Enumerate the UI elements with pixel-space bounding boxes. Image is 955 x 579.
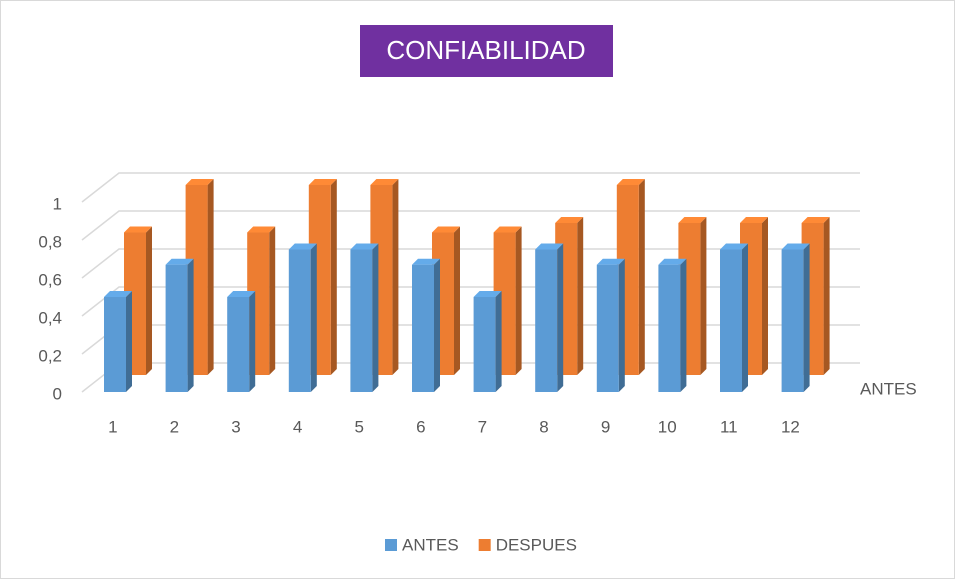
bar-top [720, 243, 748, 250]
y-tick-label: 1 [53, 194, 62, 213]
legend-swatch [385, 539, 397, 551]
bar [350, 249, 373, 392]
bar [535, 249, 558, 392]
bar-top [493, 226, 522, 233]
bar-side [454, 226, 460, 375]
bar-side [392, 179, 399, 375]
bar-top [104, 291, 132, 297]
bar-side [330, 179, 337, 375]
x-tick-label: 5 [354, 417, 363, 436]
bar-side [269, 226, 276, 375]
bar-top [596, 258, 625, 265]
bar-top [555, 217, 584, 223]
bar-side [249, 291, 256, 392]
x-tick-label: 8 [539, 417, 548, 436]
y-tick-label: 0,2 [38, 346, 62, 365]
bar-side [742, 243, 748, 392]
bar [596, 264, 619, 392]
legend-label: ANTES [402, 535, 459, 554]
bar-top [801, 217, 830, 223]
y-tick-label: 0,8 [38, 232, 62, 251]
bar-top [308, 179, 337, 185]
y-tick-label: 0 [53, 384, 62, 403]
bar [720, 249, 742, 392]
bar-side [187, 258, 194, 392]
bar-side [700, 217, 707, 375]
bar-side [638, 179, 645, 375]
bar [104, 297, 126, 392]
bar-side [146, 226, 152, 375]
bar [165, 264, 188, 392]
bar [412, 264, 434, 392]
chart-title: CONFIABILIDAD [386, 35, 585, 65]
x-tick-label: 7 [478, 417, 487, 436]
bar-top [350, 243, 379, 250]
bar-side [803, 243, 810, 392]
x-tick-label: 12 [781, 417, 800, 436]
bar-top [781, 243, 810, 250]
grid-line [81, 248, 860, 279]
x-tick-label: 9 [601, 417, 610, 436]
bar-top [288, 243, 317, 250]
bar-top [247, 226, 276, 233]
bar [781, 249, 804, 392]
bar-top [124, 226, 152, 233]
bar-top [412, 258, 440, 265]
bar-side [577, 217, 584, 375]
x-tick-label: 4 [293, 417, 302, 436]
grid-line [81, 172, 860, 203]
bar-side [680, 258, 687, 392]
bar [288, 249, 311, 392]
bar [227, 297, 250, 392]
bar-top [658, 258, 687, 265]
x-tick-label: 1 [108, 417, 117, 436]
bar-top [370, 179, 399, 185]
bar-top [616, 179, 645, 185]
bar-side [310, 243, 317, 392]
x-tick-label: 6 [416, 417, 425, 436]
x-tick-label: 11 [720, 417, 738, 436]
bar [658, 264, 681, 392]
bar-side [372, 243, 379, 392]
bar-top [678, 217, 707, 223]
bar-top [165, 258, 194, 265]
bar-side [557, 243, 564, 392]
title-box [360, 25, 613, 77]
bar-top [227, 291, 256, 297]
bar-side [515, 226, 522, 375]
bar-top [740, 217, 768, 223]
legend-label: DESPUES [496, 535, 577, 554]
x-tick-label: 10 [658, 417, 677, 436]
bar-side [762, 217, 768, 375]
bar-side [434, 258, 440, 392]
bar-top [473, 291, 502, 297]
legend-swatch [478, 539, 491, 551]
x-tick-label: 3 [231, 417, 240, 436]
y-tick-label: 0,4 [38, 308, 62, 327]
x-tick-label: 2 [170, 417, 179, 436]
bar-side [823, 217, 830, 375]
bar-side [126, 291, 132, 392]
bar-side [207, 179, 214, 375]
bar-side [618, 258, 625, 392]
bar-top [432, 226, 460, 233]
y-tick-label: 0,6 [38, 270, 62, 289]
bar [473, 297, 496, 392]
depth-axis-label: ANTES [860, 379, 917, 398]
grid-line [81, 210, 860, 241]
bar-top [185, 179, 214, 185]
bar-side [495, 291, 502, 392]
bar-top [535, 243, 564, 250]
